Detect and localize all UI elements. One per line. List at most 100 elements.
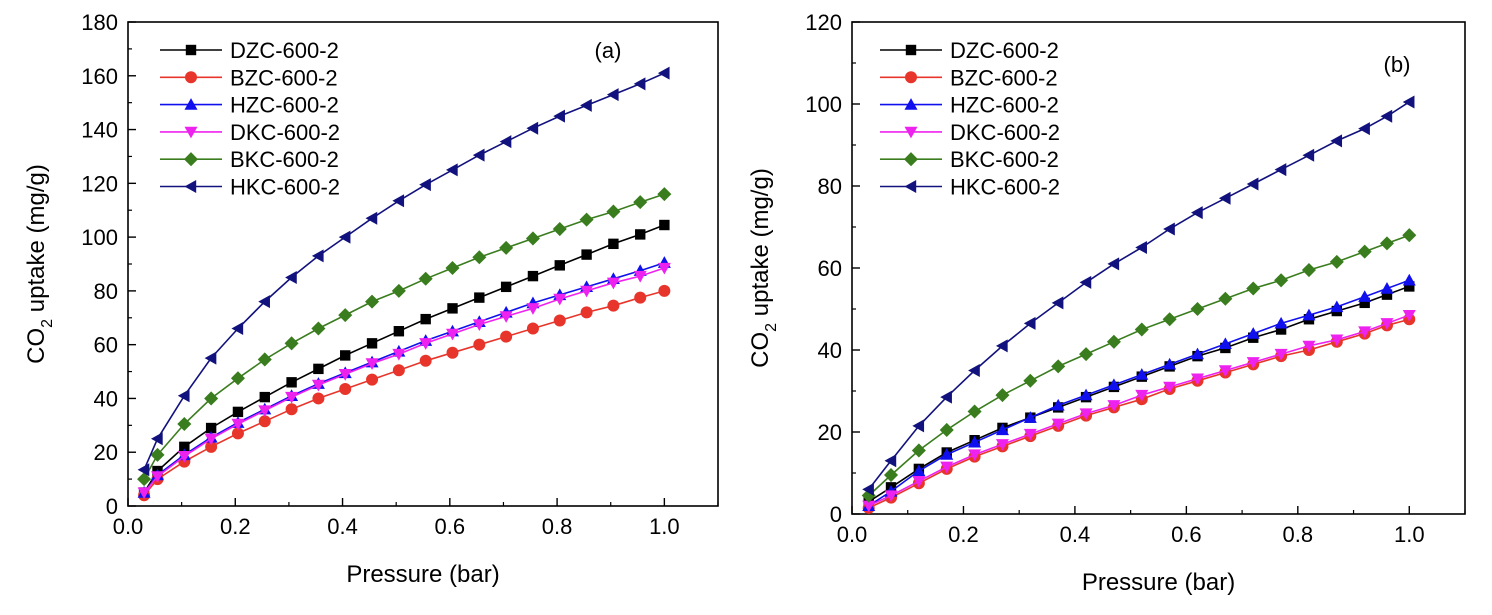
- data-point: [1163, 357, 1177, 370]
- data-point: [340, 350, 351, 361]
- data-point: [499, 311, 513, 323]
- data-point: [580, 98, 592, 112]
- chart-panel-b: 0.0 0.2 0.4 0.6 0.8 1.0 0 20 40 60 80 100 120 Pressur…: [747, 10, 1466, 596]
- plot-frame: [851, 21, 1466, 515]
- data-point: [392, 194, 405, 208]
- legend-entry: DKC-600-2: [880, 120, 1060, 145]
- data-point: [1402, 273, 1416, 286]
- data-point: [1051, 359, 1066, 374]
- data-point: [284, 336, 299, 351]
- data-point: [205, 440, 218, 453]
- legend-marker: [183, 152, 199, 167]
- legend-marker: [184, 126, 198, 139]
- legend-marker: [904, 126, 918, 139]
- data-point: [1302, 340, 1316, 353]
- data-point: [1051, 398, 1065, 411]
- legend-label: HKC-600-2: [230, 175, 340, 200]
- data-point: [580, 306, 593, 319]
- data-point: [1275, 324, 1287, 335]
- data-point: [472, 319, 486, 331]
- x-tick-label: 1.0: [649, 514, 680, 539]
- data-point: [419, 178, 431, 192]
- data-point: [1301, 263, 1316, 278]
- series-line: [143, 193, 665, 480]
- data-point: [258, 415, 271, 428]
- y-tick-label: 0: [106, 494, 118, 519]
- data-point: [940, 390, 952, 404]
- data-point: [393, 326, 405, 337]
- legend-label: DZC-600-2: [230, 38, 339, 63]
- legend-entry: BZC-600-2: [160, 65, 338, 90]
- data-point: [150, 447, 165, 462]
- data-point: [204, 433, 218, 446]
- data-point: [1163, 381, 1177, 394]
- data-point: [1380, 318, 1394, 330]
- data-point: [1330, 334, 1344, 347]
- data-point: [499, 135, 512, 149]
- legend-label: DZC-600-2: [950, 38, 1059, 63]
- x-tick-label: 0.8: [542, 514, 573, 539]
- data-point: [204, 351, 217, 365]
- data-point: [1274, 163, 1287, 177]
- data-point: [366, 338, 378, 349]
- data-point: [1023, 373, 1038, 388]
- series-dkc-600-2: [862, 309, 1416, 513]
- data-point: [445, 261, 460, 276]
- data-point: [1218, 365, 1232, 377]
- data-point: [1218, 191, 1231, 205]
- chart-panel-a: 0.0 0.2 0.4 0.6 0.8 1.0 0 20 40 60 80 100 120 140 160 1…: [23, 10, 719, 588]
- data-point: [912, 476, 926, 488]
- y-tick-label: 40: [818, 338, 842, 363]
- data-point: [1381, 289, 1393, 300]
- y-tick-label: 140: [81, 118, 118, 143]
- data-point: [1380, 282, 1394, 294]
- data-point: [1191, 373, 1205, 386]
- data-point: [338, 230, 351, 244]
- data-point: [1135, 389, 1149, 402]
- legend-marker: [904, 180, 917, 193]
- legend-label: HZC-600-2: [950, 93, 1059, 118]
- data-point: [1402, 95, 1415, 109]
- data-point: [258, 295, 270, 309]
- data-point: [939, 422, 954, 437]
- data-point: [204, 391, 219, 406]
- data-point: [365, 294, 380, 309]
- panel-label: (b): [1384, 52, 1411, 77]
- x-tick-label: 0.2: [220, 514, 251, 539]
- data-point: [606, 204, 621, 219]
- data-point: [232, 406, 244, 418]
- data-point: [1107, 378, 1121, 391]
- series-hkc-600-2: [137, 66, 670, 477]
- y-tick-label: 80: [818, 174, 842, 199]
- data-point: [338, 369, 352, 381]
- data-point: [258, 405, 272, 418]
- data-point: [179, 441, 190, 453]
- legend-marker: [184, 98, 198, 110]
- data-point: [419, 338, 433, 350]
- x-tick-label: 0.0: [113, 514, 144, 539]
- data-point: [608, 238, 619, 250]
- data-point: [1107, 400, 1121, 412]
- data-point: [177, 451, 191, 463]
- data-point: [940, 461, 954, 474]
- data-point: [1274, 316, 1288, 329]
- x-axis-title: Pressure (bar): [1082, 569, 1235, 596]
- data-point: [1190, 301, 1205, 317]
- x-tick-label: 0.4: [327, 514, 358, 539]
- data-point: [1218, 291, 1233, 306]
- panel-label: (a): [595, 38, 622, 63]
- data-point: [365, 211, 378, 225]
- series-line: [143, 267, 665, 494]
- data-point: [912, 464, 926, 477]
- data-point: [1246, 357, 1260, 369]
- x-tick-label: 0.2: [948, 522, 979, 547]
- y-tick-label: 100: [805, 92, 842, 117]
- data-point: [1163, 222, 1175, 236]
- data-point: [311, 321, 326, 336]
- data-point: [995, 339, 1008, 353]
- data-point: [1302, 308, 1316, 321]
- data-point: [312, 392, 325, 405]
- data-point: [472, 250, 487, 265]
- data-point: [205, 422, 217, 434]
